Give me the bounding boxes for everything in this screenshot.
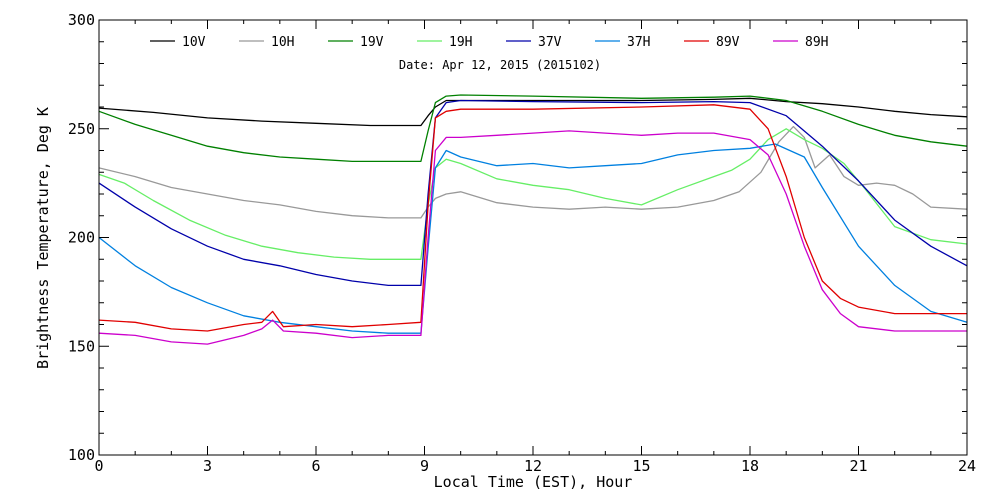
x-tick-label: 0 [94,457,103,475]
series-layer [98,94,968,345]
legend-label-19v: 19V [360,35,384,50]
plot-frame [98,19,968,456]
x-tick-label: 12 [524,457,542,475]
date-annotation: Date: Apr 12, 2015 (2015102) [399,58,601,72]
y-tick-label: 150 [68,337,95,355]
x-tick-label: 21 [849,457,867,475]
legend-label-89h: 89H [805,35,828,50]
y-tick-label: 200 [68,229,95,247]
y-axis-title: Brightness Temperature, Deg K [34,107,52,369]
x-tick-label: 15 [632,457,650,475]
y-tick-label: 300 [68,11,95,29]
series-line-37v [98,99,968,287]
series-line-89v [98,104,967,332]
x-axis-title: Local Time (EST), Hour [434,473,633,491]
legend: 10V 10H 19V 19H 37V 37H 89V 89H [150,35,828,50]
x-tick-label: 3 [203,457,212,475]
legend-label-10h: 10H [271,35,294,50]
x-tick-label: 9 [420,457,429,475]
series-line-19h [98,128,968,260]
y-tick-label: 250 [68,120,95,138]
axes: 0 3 6 9 12 15 18 21 24 100 150 200 250 300 [68,11,976,475]
legend-label-89v: 89V [716,35,740,50]
series-line-37h [98,143,968,334]
series-line-10v [98,97,968,127]
series-line-19v [98,94,968,163]
legend-label-37v: 37V [538,35,562,50]
series-line-10h [98,125,968,219]
legend-label-10v: 10V [182,35,206,50]
legend-label-37h: 37H [627,35,650,50]
x-tick-label: 18 [741,457,759,475]
x-tick-label: 24 [958,457,976,475]
y-tick-label: 100 [68,446,95,464]
legend-label-19h: 19H [449,35,472,50]
series-line-89h [98,130,967,345]
x-tick-label: 6 [311,457,320,475]
